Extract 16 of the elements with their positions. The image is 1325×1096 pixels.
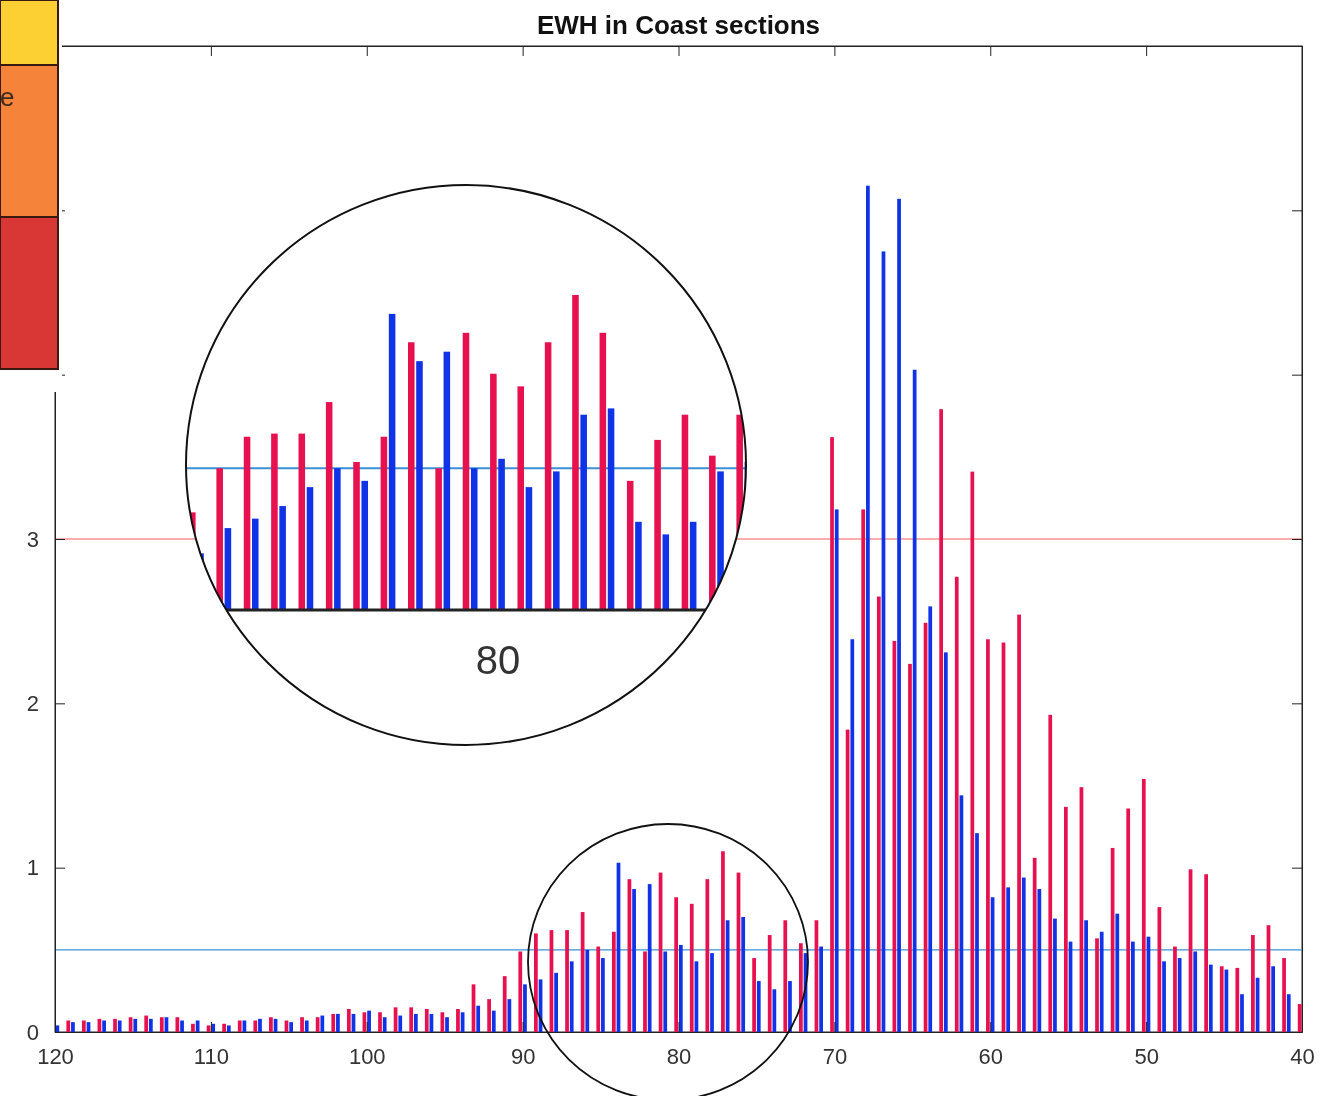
text: e <box>0 82 15 112</box>
x-tick-label: 70 <box>822 1043 848 1069</box>
y-tick-label: 0 <box>26 1019 39 1045</box>
x-tick-label: 90 <box>510 1043 536 1069</box>
x-tick-label: 100 <box>348 1043 386 1069</box>
y-tick-label: 2 <box>26 690 39 716</box>
x-tick-label: 40 <box>1290 1043 1315 1069</box>
y-tick-label: 1 <box>26 855 39 881</box>
chart-title: EWH in Coast sections <box>536 10 821 40</box>
y-tick-label: 3 <box>26 526 39 552</box>
x-tick-label: 80 <box>666 1043 692 1069</box>
x-tick-label: 60 <box>978 1043 1003 1069</box>
x-tick-label: 120 <box>37 1043 74 1069</box>
x-tick-label: 110 <box>193 1043 229 1069</box>
annotation: 80 <box>475 638 521 682</box>
x-tick-label: 50 <box>1134 1043 1159 1069</box>
